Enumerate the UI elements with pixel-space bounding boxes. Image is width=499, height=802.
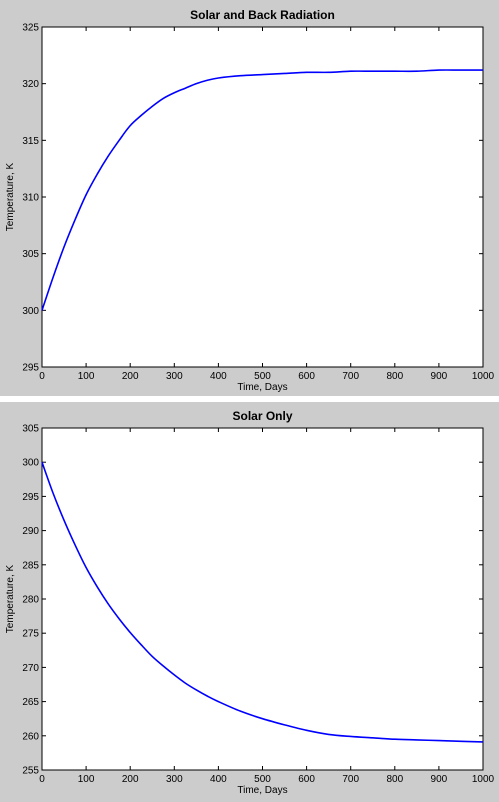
top-y-axis-label: Temperature, K [5, 162, 16, 231]
top-y-tick-label: 310 [22, 193, 39, 204]
top-plot-area [41, 26, 484, 368]
bottom-y-tick-label: 270 [22, 663, 39, 674]
top-y-tick-label: 315 [22, 136, 39, 147]
bottom-x-tick-label: 600 [298, 774, 315, 785]
bottom-x-tick-label: 200 [122, 774, 139, 785]
bottom-x-tick-label: 900 [431, 774, 448, 785]
bottom-x-tick-label: 300 [166, 774, 183, 785]
top-x-tick-label: 400 [210, 371, 227, 382]
top-x-tick-label: 300 [166, 371, 183, 382]
top-x-axis-label: Time, Days [237, 382, 287, 393]
top-y-tick-label: 295 [22, 363, 39, 374]
bottom-y-tick-label: 285 [22, 560, 39, 571]
top-x-tick-label: 100 [78, 371, 95, 382]
bottom-temperature-line [41, 461, 484, 743]
bottom-y-tick-label: 255 [22, 766, 39, 777]
bottom-y-tick-label: 295 [22, 492, 39, 503]
top-chart: Solar and Back Radiation 0 100 200 300 400 500… [5, 8, 495, 393]
bottom-chart-title: Solar Only [232, 409, 292, 423]
top-x-tick-label: 500 [254, 371, 271, 382]
bottom-x-tick-label: 800 [386, 774, 403, 785]
bottom-y-tick-label: 300 [22, 458, 39, 469]
top-x-tick-label: 700 [342, 371, 359, 382]
bottom-x-tick-label: 1000 [472, 774, 495, 785]
top-x-tick-label: 800 [386, 371, 403, 382]
bottom-x-tick-label: 500 [254, 774, 271, 785]
top-x-tick-label: 200 [122, 371, 139, 382]
top-chart-figure: Solar and Back Radiation 0 100 200 300 400 500… [0, 0, 499, 396]
top-y-tick-label: 300 [22, 306, 39, 317]
bottom-y-tick-label: 290 [22, 526, 39, 537]
bottom-chart-figure: Solar Only 0 100 200 300 400 500 600 700 800 900 10… [0, 402, 499, 802]
top-x-tick-label: 600 [298, 371, 315, 382]
bottom-chart: Solar Only 0 100 200 300 400 500 600 700 800 900 10… [5, 409, 495, 796]
top-y-tick-label: 305 [22, 249, 39, 260]
bottom-y-tick-label: 275 [22, 629, 39, 640]
bottom-x-tick-label: 700 [342, 774, 359, 785]
bottom-x-tick-label: 400 [210, 774, 227, 785]
figure-separator [0, 396, 499, 402]
bottom-x-axis-label: Time, Days [237, 785, 287, 796]
bottom-x-tick-label: 100 [78, 774, 95, 785]
top-y-tick-label: 325 [22, 23, 39, 34]
bottom-y-tick-label: 280 [22, 595, 39, 606]
bottom-y-axis-label: Temperature, K [5, 564, 16, 633]
bottom-y-tick-label: 305 [22, 424, 39, 435]
top-x-tick-label: 1000 [472, 371, 495, 382]
top-x-tick-label: 0 [39, 371, 45, 382]
top-y-tick-label: 320 [22, 79, 39, 90]
bottom-y-tick-label: 265 [22, 697, 39, 708]
bottom-plot-area [41, 427, 484, 771]
top-chart-title: Solar and Back Radiation [190, 8, 335, 22]
top-temperature-line [41, 69, 483, 311]
bottom-x-tick-label: 0 [39, 774, 45, 785]
top-x-tick-label: 900 [431, 371, 448, 382]
bottom-y-tick-label: 260 [22, 731, 39, 742]
